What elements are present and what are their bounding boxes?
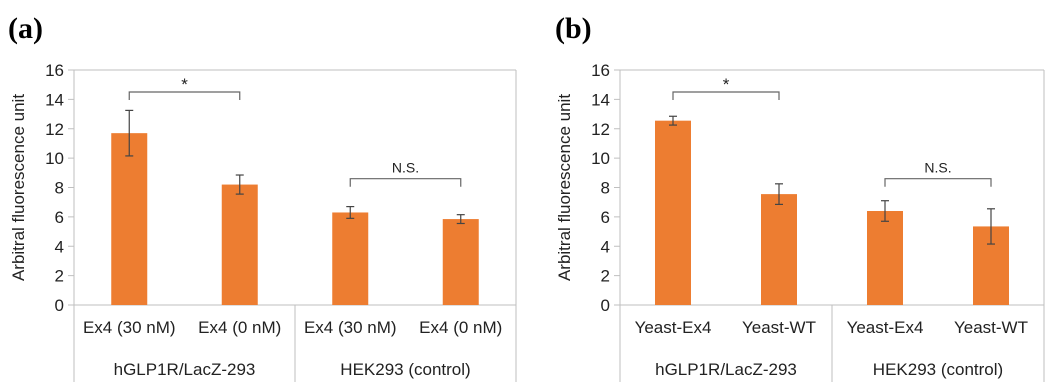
y-tick-label: 2 — [601, 267, 610, 286]
x-category-label: Yeast-Ex4 — [635, 318, 712, 337]
x-category-label: Ex4 (0 nM) — [198, 318, 281, 337]
y-tick-label: 12 — [45, 120, 64, 139]
significance-label: * — [181, 75, 188, 94]
y-tick-label: 8 — [601, 179, 610, 198]
y-tick-label: 16 — [591, 61, 610, 80]
y-axis-title: Arbitral fluorescence unit — [555, 94, 574, 281]
bar — [111, 133, 148, 305]
x-category-label: Ex4 (0 nM) — [419, 318, 502, 337]
bar — [655, 120, 691, 305]
y-tick-label: 12 — [591, 120, 610, 139]
y-tick-label: 10 — [45, 149, 64, 168]
significance-bracket — [349, 178, 462, 187]
y-tick-label: 4 — [55, 237, 64, 256]
chart-panel-a: (a) Arbitral fluorescence unit 0 2 4 6 8 10 12 14… — [8, 12, 517, 382]
x-group-label: HEK293 (control) — [340, 360, 470, 379]
significance-label: N.S. — [924, 160, 951, 176]
x-category-label: Ex4 (30 nM) — [304, 318, 397, 337]
x-category-label: Yeast-WT — [742, 318, 816, 337]
bar — [867, 211, 903, 305]
significance-bracket — [884, 178, 992, 187]
y-tick-label: 6 — [55, 208, 64, 227]
y-tick-label: 10 — [591, 149, 610, 168]
y-tick-label: 14 — [591, 90, 610, 109]
x-group-label: hGLP1R/LacZ-293 — [655, 360, 797, 379]
y-tick-label: 0 — [601, 296, 610, 315]
bar — [761, 194, 797, 305]
y-tick-label: 6 — [601, 208, 610, 227]
x-category-label: Yeast-WT — [954, 318, 1028, 337]
panel-label: (b) — [555, 12, 592, 45]
x-category-label: Yeast-Ex4 — [847, 318, 924, 337]
significance-label: * — [723, 75, 730, 94]
chart-panel-b: (b) Arbitral fluorescence unit 0 2 4 6 8 10 12 14… — [555, 12, 1045, 382]
y-tick-label: 8 — [55, 179, 64, 198]
panel-label: (a) — [8, 12, 43, 45]
significance-bracket — [128, 91, 241, 101]
x-category-label: Ex4 (30 nM) — [83, 318, 176, 337]
significance-label: N.S. — [392, 160, 419, 176]
bar — [221, 184, 258, 305]
y-tick-label: 14 — [45, 90, 64, 109]
y-tick-label: 4 — [601, 237, 610, 256]
y-tick-label: 0 — [55, 296, 64, 315]
bar — [332, 212, 369, 305]
significance-bracket — [672, 91, 780, 101]
y-axis-title: Arbitral fluorescence unit — [9, 94, 28, 281]
bar — [442, 219, 479, 305]
y-tick-label: 16 — [45, 61, 64, 80]
x-group-label: hGLP1R/LacZ-293 — [114, 360, 256, 379]
y-tick-label: 2 — [55, 267, 64, 286]
x-group-label: HEK293 (control) — [873, 360, 1003, 379]
